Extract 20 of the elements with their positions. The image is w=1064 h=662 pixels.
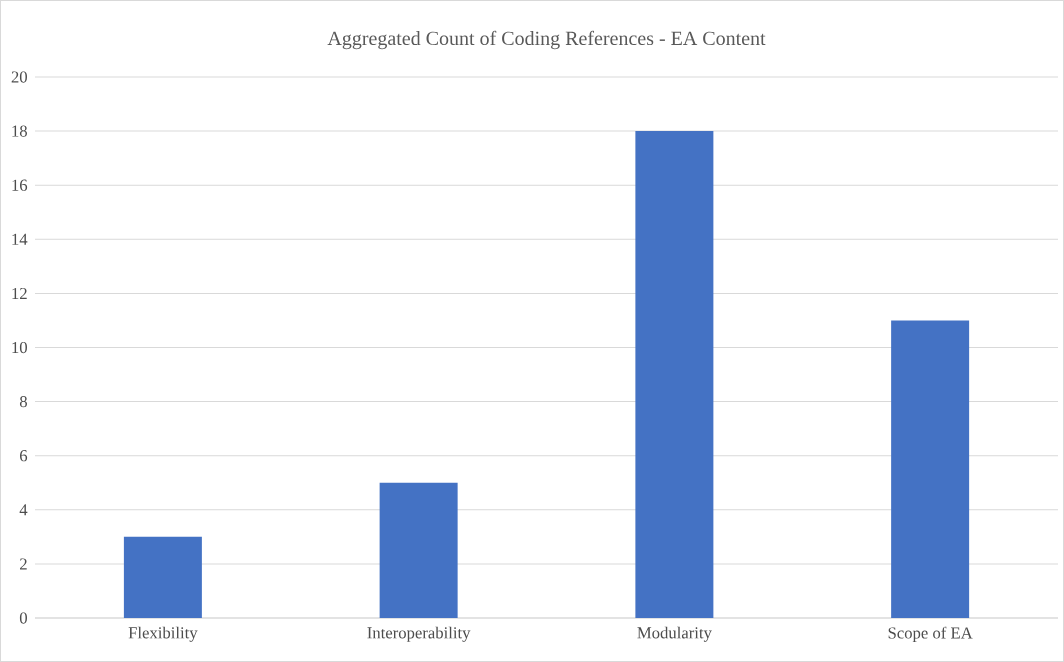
bar: [635, 131, 714, 618]
x-tick-label: Scope of EA: [888, 626, 973, 642]
y-tick-label: 2: [20, 558, 27, 570]
bar: [379, 482, 458, 618]
bar: [123, 536, 202, 618]
x-tick-label: Flexibility: [128, 626, 198, 642]
y-tick-label: 6: [20, 450, 28, 462]
y-tick-label: 12: [12, 287, 27, 299]
y-tick-label: 20: [11, 71, 27, 83]
y-tick-label: 8: [19, 395, 27, 408]
x-tick-label: Interoperability: [367, 626, 471, 642]
y-tick-label: 4: [19, 504, 28, 516]
bar: [891, 320, 970, 618]
y-tick-label: 18: [12, 125, 27, 137]
y-tick-label: 0: [19, 612, 27, 624]
y-tick-label: 10: [12, 341, 27, 354]
y-tick-label: 16: [12, 179, 28, 191]
x-tick-label: Modularity: [637, 626, 712, 642]
y-tick-label: 14: [12, 233, 28, 245]
chart-title: Aggregated Count of Coding References - EA Content: [327, 30, 766, 50]
